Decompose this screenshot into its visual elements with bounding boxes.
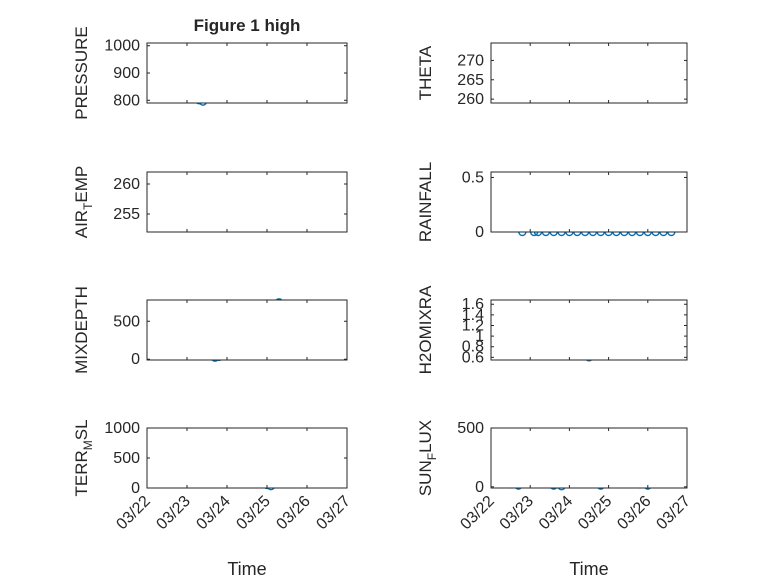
axes-box bbox=[490, 42, 688, 104]
x-tick-label: 03/26 bbox=[614, 493, 654, 533]
y-tick-label: 0 bbox=[131, 351, 140, 368]
y-axis-label: AIRTEMP bbox=[72, 166, 95, 239]
axes-box bbox=[146, 299, 348, 361]
y-tick-label: 1.4 bbox=[462, 307, 484, 324]
axes-box bbox=[146, 427, 348, 489]
y-axis-label: H2OMIXRA bbox=[416, 285, 435, 374]
x-tick-label: 03/22 bbox=[457, 493, 497, 533]
y-tick-label: 1000 bbox=[104, 420, 140, 437]
y-axis-label: SUNFLUX bbox=[416, 420, 439, 496]
y-tick-label: 265 bbox=[457, 72, 484, 89]
y-tick-label: 800 bbox=[113, 92, 140, 109]
axes-box bbox=[146, 42, 348, 104]
figure-title: Figure 1 high bbox=[194, 16, 301, 35]
axes-box bbox=[490, 171, 688, 233]
subplot-3: 255 260 AIRTEMP bbox=[72, 166, 348, 239]
x-tick-label: 03/24 bbox=[536, 493, 576, 533]
axes-box bbox=[490, 427, 688, 489]
y-tick-label: 500 bbox=[113, 313, 140, 330]
y-tick-label: 1 bbox=[475, 328, 484, 345]
y-tick-label: 0 bbox=[475, 479, 484, 496]
x-tick-label: 03/22 bbox=[113, 493, 153, 533]
y-tick-label: 500 bbox=[113, 450, 140, 467]
y-axis-label: PRESSURE bbox=[72, 26, 91, 120]
subplot-4: 0 0.5 RAINFALL bbox=[416, 162, 688, 242]
x-tick-label: 03/27 bbox=[653, 493, 693, 533]
subplot-1: 800 900 1000 PRESSURE bbox=[72, 26, 348, 120]
y-tick-label: 1000 bbox=[104, 38, 140, 55]
x-tick-label: 03/25 bbox=[233, 493, 273, 533]
y-tick-label: 260 bbox=[457, 91, 484, 108]
x-axis-label: Time bbox=[569, 559, 608, 579]
x-axis-label: Time bbox=[227, 559, 266, 579]
y-tick-label: 0.8 bbox=[462, 339, 484, 356]
axes-box bbox=[490, 299, 688, 361]
y-tick-label: 0.5 bbox=[462, 169, 484, 186]
y-tick-label: 0 bbox=[475, 224, 484, 241]
y-tick-label: 0 bbox=[131, 480, 140, 497]
subplot-6: 0.60.811.21.41.6 H2OMIXRA bbox=[416, 285, 688, 374]
x-tick-label: 03/23 bbox=[497, 493, 537, 533]
y-tick-label: 1.6 bbox=[462, 296, 484, 313]
subplot-8: 0 500 SUNFLUX 03/2203/2303/2403/2503/2603/2… bbox=[416, 420, 694, 579]
y-axis-label: TERRMSL bbox=[72, 419, 95, 496]
y-tick-label: 260 bbox=[113, 176, 140, 193]
x-tick-label: 03/26 bbox=[273, 493, 313, 533]
y-axis-label: MIXDEPTH bbox=[72, 286, 91, 374]
y-tick-label: 255 bbox=[113, 206, 140, 223]
y-axis-label: RAINFALL bbox=[416, 162, 435, 242]
y-tick-label: 1.2 bbox=[462, 317, 484, 334]
y-tick-label: 500 bbox=[457, 420, 484, 437]
axes-box bbox=[146, 171, 348, 233]
x-tick-label: 03/24 bbox=[193, 493, 233, 533]
x-tick-label: 03/27 bbox=[313, 493, 353, 533]
subplot-5: 0 500 MIXDEPTH bbox=[72, 286, 348, 374]
y-tick-label: 270 bbox=[457, 52, 484, 69]
y-tick-label: 0.6 bbox=[462, 349, 484, 366]
y-axis-label: THETA bbox=[416, 45, 435, 100]
x-tick-label: 03/23 bbox=[153, 493, 193, 533]
subplot-2: 260 265 270 THETA bbox=[416, 42, 688, 108]
y-tick-label: 900 bbox=[113, 65, 140, 82]
subplot-7: 0 500 1000 TERRMSL 03/22 03/23 03/24 03/25 03/26… bbox=[72, 419, 354, 579]
x-tick-label: 03/25 bbox=[575, 493, 615, 533]
